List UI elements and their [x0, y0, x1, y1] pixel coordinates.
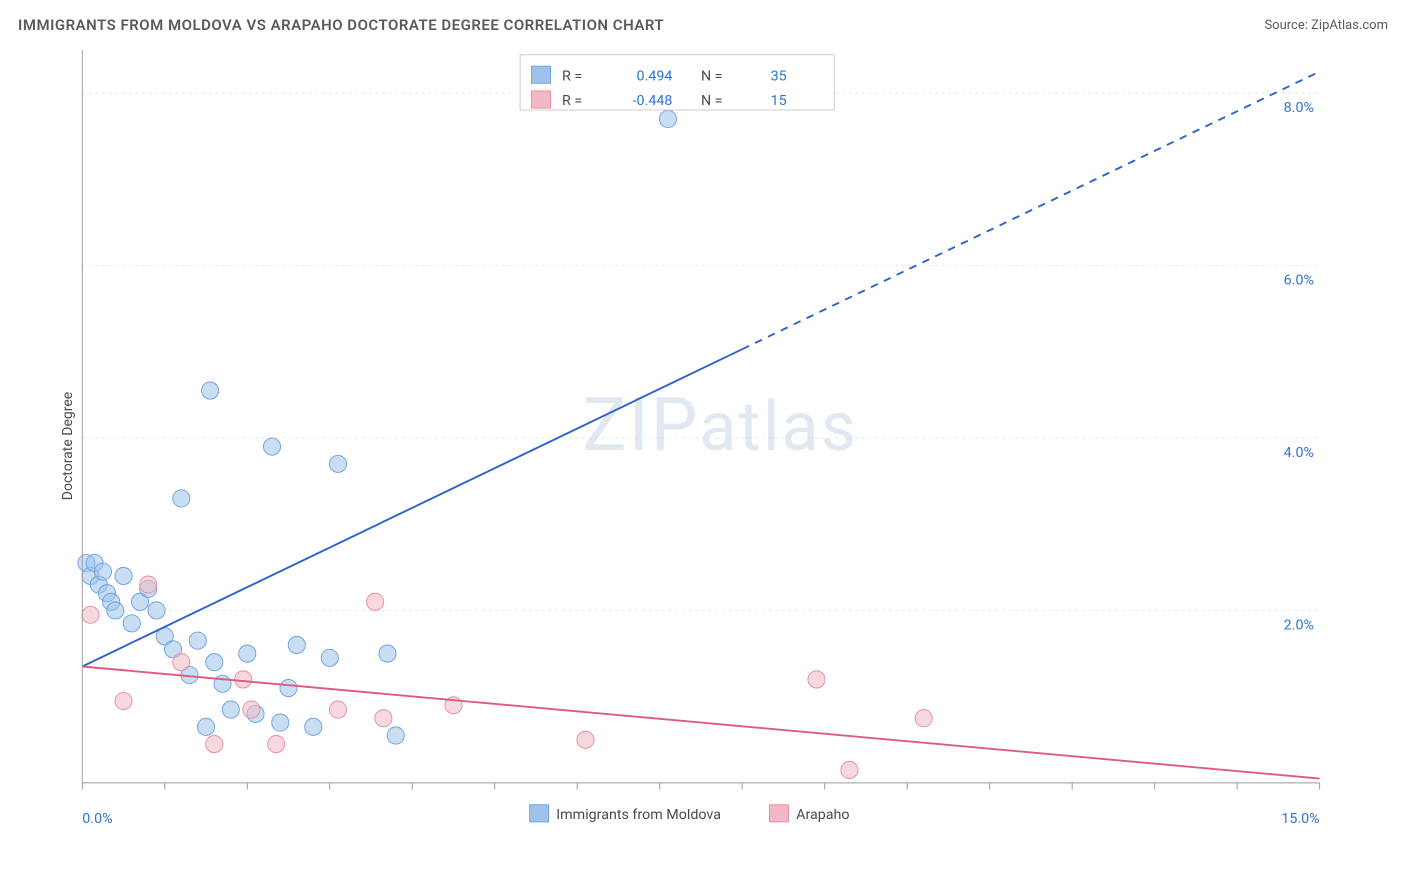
regression-line [82, 349, 742, 666]
x-tick-right: 15.0% [1281, 811, 1319, 827]
data-point [841, 761, 858, 778]
svg-text:2.0%: 2.0% [1284, 617, 1314, 633]
data-point [222, 701, 239, 718]
data-point [243, 701, 260, 718]
correlation-legend: R = 0.494 N = 35 R = -0.448 N = 15 [520, 55, 834, 110]
data-point [329, 701, 346, 718]
legend-series-label: Arapaho [796, 807, 849, 823]
data-point [123, 615, 140, 632]
legend-r-label: R = [562, 93, 582, 109]
data-point [235, 671, 252, 688]
data-point [173, 490, 190, 507]
correlation-chart: ZIPatlas 2.0% 4.0% 6.0% 8.0% 0.0% 15.0% R =… [50, 50, 1390, 840]
legend-swatch [532, 66, 551, 83]
data-point [387, 727, 404, 744]
legend-n-label: N = [701, 93, 723, 109]
legend-n-value: 15 [771, 93, 787, 109]
data-point [577, 731, 594, 748]
data-point [107, 602, 124, 619]
data-point [239, 645, 256, 662]
svg-text:8.0%: 8.0% [1284, 100, 1314, 116]
data-point [915, 710, 932, 727]
data-point [367, 593, 384, 610]
data-point [280, 679, 297, 696]
data-point [379, 645, 396, 662]
legend-r-value: -0.448 [633, 93, 673, 109]
data-point [375, 710, 392, 727]
data-point [272, 714, 289, 731]
regression-line-extrapolated [742, 72, 1319, 350]
x-tick-marks [82, 783, 1319, 790]
legend-r-label: R = [562, 68, 582, 84]
svg-text:4.0%: 4.0% [1284, 445, 1314, 461]
data-point [140, 576, 157, 593]
data-point [288, 636, 305, 653]
data-point [305, 718, 322, 735]
data-point [268, 736, 285, 753]
y-tick-labels: 2.0% 4.0% 6.0% 8.0% [1284, 100, 1314, 633]
data-point [148, 602, 165, 619]
legend-swatch [530, 805, 549, 822]
data-point [263, 438, 280, 455]
legend-n-label: N = [701, 68, 723, 84]
source-name: ZipAtlas.com [1311, 18, 1388, 33]
data-point [206, 654, 223, 671]
data-point [659, 110, 676, 127]
data-point [82, 606, 99, 623]
series-legend: Immigrants from Moldova Arapaho [530, 805, 850, 823]
data-point [808, 671, 825, 688]
gridlines [82, 93, 1319, 610]
data-point [115, 567, 132, 584]
data-point [329, 455, 346, 472]
data-point [206, 736, 223, 753]
data-point [94, 563, 111, 580]
legend-r-value: 0.494 [637, 68, 673, 84]
data-point [189, 632, 206, 649]
data-point [115, 692, 132, 709]
watermark: ZIPatlas [582, 382, 858, 469]
legend-series-label: Immigrants from Moldova [556, 807, 721, 823]
regression-line [82, 666, 1319, 778]
legend-swatch [532, 91, 551, 108]
x-tick-left: 0.0% [82, 811, 112, 827]
data-point [173, 654, 190, 671]
source-label: Source: [1264, 18, 1307, 33]
svg-text:6.0%: 6.0% [1284, 273, 1314, 289]
data-point [321, 649, 338, 666]
source-attribution: Source: ZipAtlas.com [1264, 18, 1388, 33]
chart-title: IMMIGRANTS FROM MOLDOVA VS ARAPAHO DOCTO… [18, 16, 664, 34]
data-point [197, 718, 214, 735]
legend-swatch [769, 805, 788, 822]
data-point [202, 382, 219, 399]
legend-n-value: 35 [771, 68, 787, 84]
